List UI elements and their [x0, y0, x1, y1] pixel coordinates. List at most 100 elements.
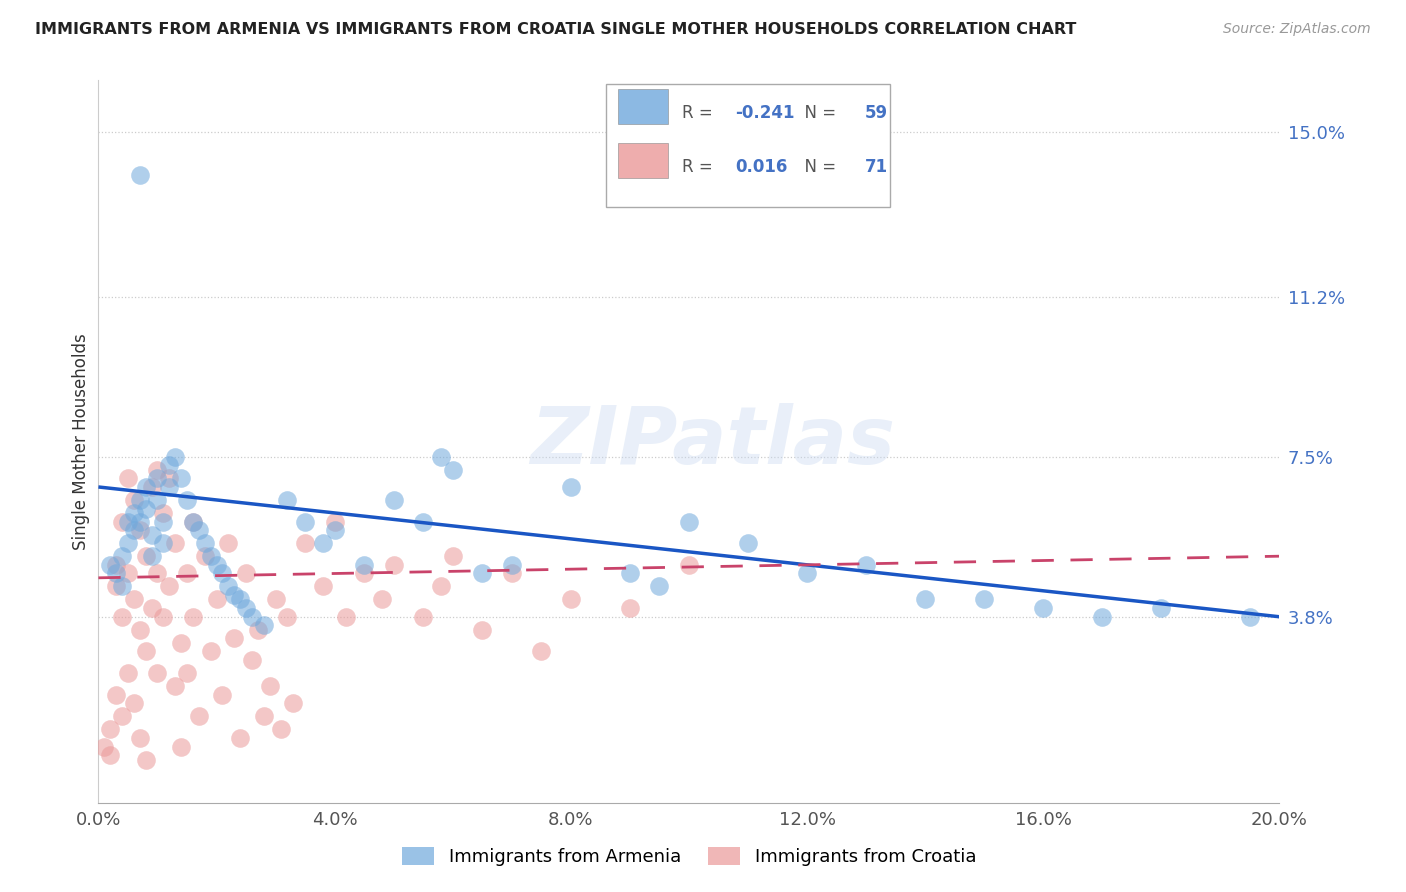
Point [165, 536, 187, 550]
Point [430, 450, 453, 464]
Text: -0.241: -0.241 [735, 104, 794, 122]
Point [430, 579, 453, 593]
Point [157, 458, 180, 473]
Point [146, 492, 169, 507]
FancyBboxPatch shape [606, 84, 890, 207]
Point [737, 536, 759, 550]
Point [146, 471, 169, 485]
Text: 0.016: 0.016 [735, 159, 787, 177]
Point [122, 592, 145, 607]
Point [276, 492, 298, 507]
Point [211, 688, 233, 702]
Point [246, 623, 269, 637]
Point [105, 558, 128, 572]
Point [165, 450, 187, 464]
Point [200, 644, 222, 658]
Point [530, 644, 553, 658]
Point [1239, 609, 1261, 624]
Point [128, 731, 150, 745]
Point [135, 752, 157, 766]
Point [122, 492, 145, 507]
Point [194, 549, 217, 564]
Point [235, 601, 257, 615]
Point [914, 592, 936, 607]
Point [276, 609, 298, 624]
Point [259, 679, 281, 693]
Y-axis label: Single Mother Households: Single Mother Households [72, 334, 90, 549]
Point [283, 696, 305, 710]
Point [270, 723, 292, 737]
Point [146, 566, 169, 581]
Point [98, 748, 121, 763]
Point [294, 536, 316, 550]
Point [501, 558, 523, 572]
Point [135, 480, 157, 494]
Point [157, 471, 180, 485]
Point [141, 527, 163, 541]
Point [117, 566, 139, 581]
Point [678, 515, 700, 529]
Point [217, 536, 239, 550]
Point [412, 609, 434, 624]
Point [111, 549, 134, 564]
Point [128, 523, 150, 537]
Text: 71: 71 [865, 159, 889, 177]
Text: R =: R = [682, 104, 718, 122]
Point [98, 723, 121, 737]
Point [135, 549, 157, 564]
Point [412, 515, 434, 529]
Point [353, 558, 375, 572]
Point [312, 579, 335, 593]
Point [619, 566, 641, 581]
Point [141, 549, 163, 564]
Point [441, 463, 464, 477]
Point [205, 592, 228, 607]
Point [217, 579, 239, 593]
Point [122, 696, 145, 710]
Point [128, 515, 150, 529]
Text: N =: N = [794, 159, 841, 177]
Point [111, 515, 134, 529]
Point [323, 515, 346, 529]
Point [619, 601, 641, 615]
Point [170, 471, 193, 485]
Point [648, 579, 671, 593]
Point [93, 739, 115, 754]
Point [117, 515, 139, 529]
Point [111, 609, 134, 624]
Point [146, 463, 169, 477]
Point [105, 579, 128, 593]
Point [796, 566, 818, 581]
Point [312, 536, 335, 550]
Point [253, 618, 276, 632]
Point [382, 492, 405, 507]
Point [205, 558, 228, 572]
Point [200, 549, 222, 564]
Point [117, 536, 139, 550]
Point [141, 480, 163, 494]
Point [128, 169, 150, 183]
Point [471, 623, 494, 637]
Point [253, 709, 276, 723]
Point [441, 549, 464, 564]
FancyBboxPatch shape [619, 89, 668, 124]
Point [229, 592, 252, 607]
Point [211, 566, 233, 581]
Point [117, 471, 139, 485]
Point [157, 480, 180, 494]
Point [128, 492, 150, 507]
Point [122, 506, 145, 520]
Point [294, 515, 316, 529]
Point [128, 623, 150, 637]
Text: N =: N = [794, 104, 841, 122]
Point [152, 506, 174, 520]
Point [122, 523, 145, 537]
Point [117, 665, 139, 680]
Point [501, 566, 523, 581]
Point [187, 709, 209, 723]
Point [111, 709, 134, 723]
Point [105, 688, 128, 702]
Text: R =: R = [682, 159, 718, 177]
Point [176, 566, 198, 581]
Point [152, 515, 174, 529]
